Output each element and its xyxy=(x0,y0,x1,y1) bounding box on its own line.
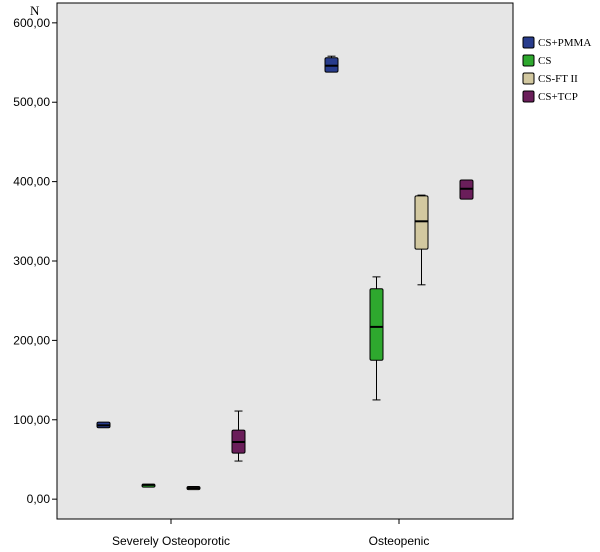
y-tick-label: 400,00 xyxy=(13,175,50,189)
box-cs-ft-ii xyxy=(414,194,429,286)
box-body xyxy=(414,195,429,250)
box-cs-ft-ii xyxy=(186,485,201,491)
y-axis-title: N xyxy=(30,3,40,18)
legend-swatch xyxy=(522,90,535,103)
y-tick-label: 500,00 xyxy=(13,95,50,109)
legend-swatch xyxy=(522,72,535,85)
x-axis-ticks: Severely Osteoporotic Osteopenic xyxy=(112,519,429,548)
legend-label: CS-FT II xyxy=(538,73,578,85)
box-cs xyxy=(141,483,156,488)
box-series xyxy=(96,55,474,491)
y-tick-label: 200,00 xyxy=(13,333,50,347)
box-cs xyxy=(369,276,384,401)
y-axis-ticks: 0,00 100,00 200,00 300,00 400,00 500,00 600,00 xyxy=(13,16,57,506)
y-tick-label: 600,00 xyxy=(13,16,50,30)
legend-label: CS+TCP xyxy=(538,91,578,103)
y-tick-label: 300,00 xyxy=(13,254,50,268)
box-cs-pmma xyxy=(324,55,339,73)
legend-swatch xyxy=(522,36,535,49)
plot-background xyxy=(56,2,514,520)
y-tick-label: 0,00 xyxy=(27,492,51,506)
legend: CS+PMMA CS CS-FT II CS+TCP xyxy=(522,36,591,103)
box-cs-tcp xyxy=(459,179,474,200)
legend-label: CS+PMMA xyxy=(538,37,591,49)
x-tick-label: Severely Osteoporotic xyxy=(112,534,230,548)
box-body xyxy=(369,288,384,361)
x-tick-label: Osteopenic xyxy=(369,534,430,548)
legend-swatch xyxy=(522,54,535,67)
y-tick-label: 100,00 xyxy=(13,413,50,427)
box-cs-pmma xyxy=(96,421,111,429)
legend-label: CS xyxy=(538,55,551,67)
box-cs-tcp xyxy=(231,410,246,462)
